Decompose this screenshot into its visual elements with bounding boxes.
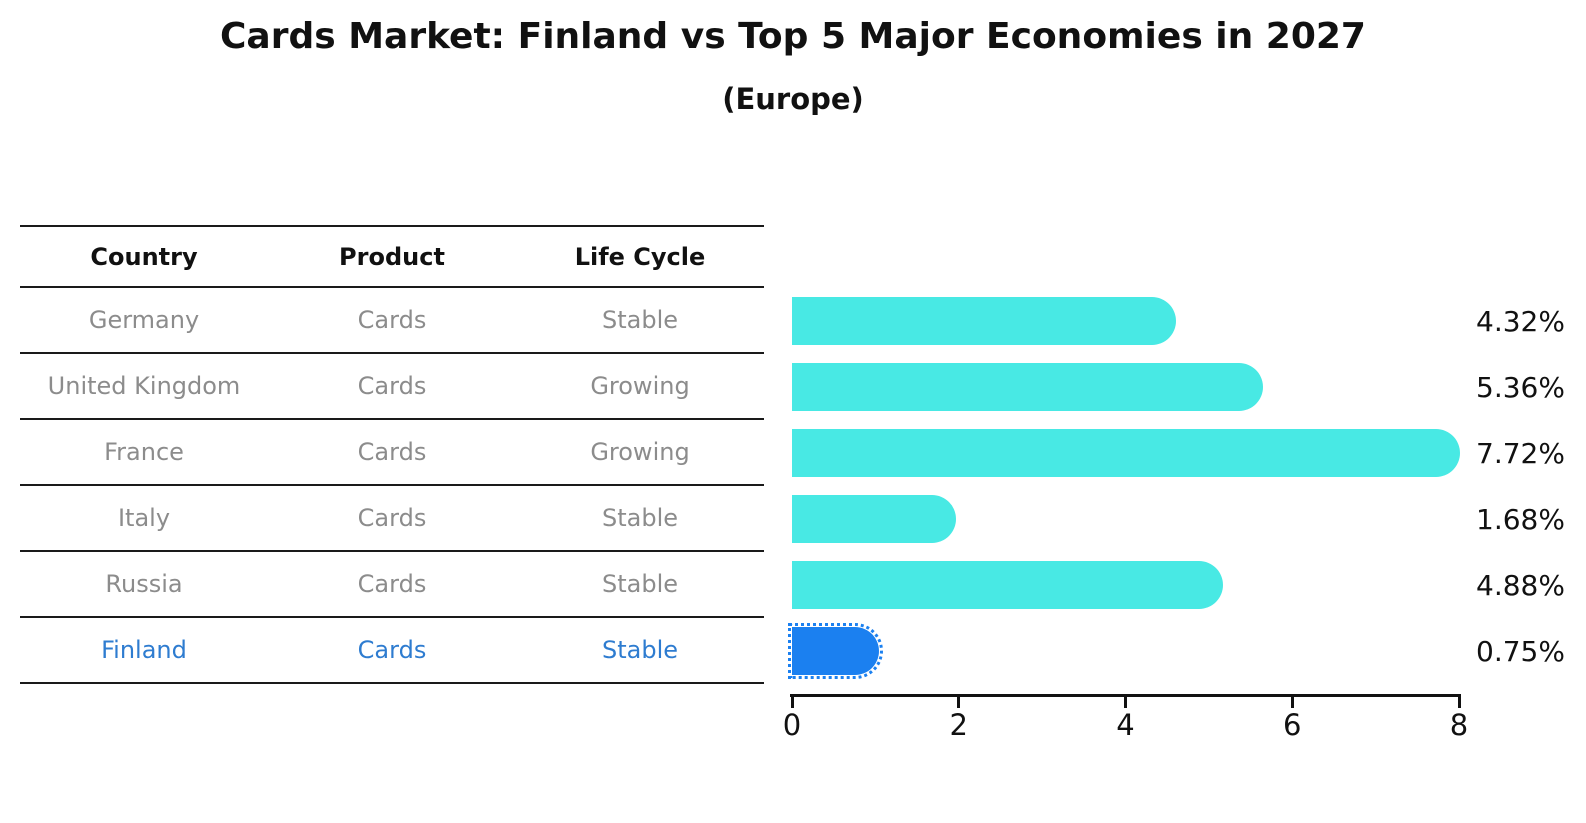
cell-country: Germany bbox=[88, 306, 200, 334]
bar-russia bbox=[792, 561, 1223, 609]
value-label-russia: 4.88% bbox=[1476, 568, 1565, 602]
x-tick-label-2: 2 bbox=[949, 708, 968, 742]
chart-subtitle: (Europe) bbox=[722, 82, 864, 116]
table-row-russia: Russia Cards Stable bbox=[20, 552, 764, 618]
cell-product: Cards bbox=[357, 306, 427, 334]
cell-lifecycle: Growing bbox=[590, 438, 690, 466]
cell-lifecycle: Stable bbox=[601, 570, 679, 598]
cell-product: Cards bbox=[357, 372, 427, 400]
x-tick-label-6: 6 bbox=[1283, 708, 1302, 742]
cell-country: United Kingdom bbox=[47, 372, 241, 400]
bar-france bbox=[792, 429, 1460, 477]
x-tick-label-8: 8 bbox=[1449, 708, 1469, 742]
chart-title: Cards Market: Finland vs Top 5 Major Eco… bbox=[220, 16, 1366, 57]
value-label-finland: 0.75% bbox=[1476, 634, 1565, 668]
x-tick-mark-2 bbox=[957, 697, 961, 708]
table-body: Germany Cards Stable United Kingdom Cards Gro… bbox=[20, 288, 764, 684]
table-row-germany: Germany Cards Stable bbox=[20, 288, 764, 354]
value-label-united-kingdom: 5.36% bbox=[1476, 370, 1565, 404]
column-header-country: Country bbox=[90, 242, 198, 271]
table-row-italy: Italy Cards Stable bbox=[20, 486, 764, 552]
cell-product: Cards bbox=[357, 504, 427, 532]
bar-germany bbox=[792, 297, 1177, 345]
table-row-united-kingdom: United Kingdom Cards Growing bbox=[20, 354, 764, 420]
cell-lifecycle: Growing bbox=[590, 372, 690, 400]
cell-country: Finland bbox=[101, 636, 187, 664]
x-axis-line bbox=[790, 694, 1461, 697]
x-tick-label-4: 4 bbox=[1116, 708, 1135, 742]
country-table: Country Product Life Cycle Germany Cards S… bbox=[20, 225, 764, 684]
table-header-row: Country Product Life Cycle bbox=[20, 225, 764, 288]
cell-product: Cards bbox=[357, 570, 427, 598]
x-tick-mark-0 bbox=[790, 697, 794, 708]
table-row-france: France Cards Growing bbox=[20, 420, 764, 486]
cell-country: Russia bbox=[105, 570, 183, 598]
cell-lifecycle: Stable bbox=[601, 636, 679, 664]
cell-country: France bbox=[104, 438, 184, 466]
value-label-italy: 1.68% bbox=[1476, 502, 1565, 536]
bar-united-kingdom bbox=[792, 363, 1263, 411]
cell-product: Cards bbox=[357, 438, 427, 466]
cell-product: Cards bbox=[357, 636, 427, 664]
value-label-germany: 4.32% bbox=[1476, 304, 1565, 338]
bar-finland bbox=[788, 623, 883, 679]
value-label-france: 7.72% bbox=[1476, 436, 1565, 470]
column-header-product: Product bbox=[339, 242, 445, 271]
cell-lifecycle: Stable bbox=[601, 306, 679, 334]
column-header-lifecycle: Life Cycle bbox=[574, 242, 706, 271]
x-tick-mark-8 bbox=[1457, 697, 1461, 708]
x-tick-mark-4 bbox=[1124, 697, 1127, 708]
bar-italy bbox=[792, 495, 957, 543]
x-tick-label-0: 0 bbox=[782, 708, 802, 742]
cell-country: Italy bbox=[117, 504, 171, 532]
x-tick-mark-6 bbox=[1290, 697, 1294, 708]
cell-lifecycle: Stable bbox=[601, 504, 679, 532]
table-row-finland: Finland Cards Stable bbox=[20, 618, 764, 684]
